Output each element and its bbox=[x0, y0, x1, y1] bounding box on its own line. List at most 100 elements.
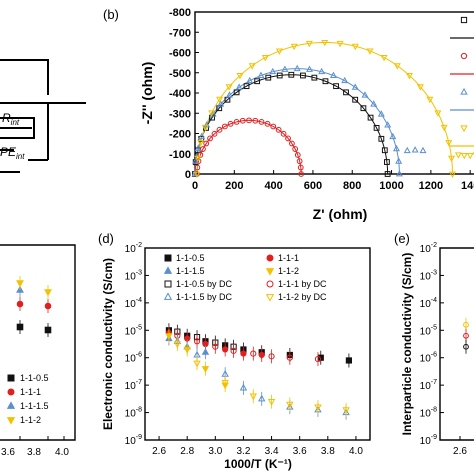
data-point bbox=[225, 91, 233, 98]
data-point bbox=[306, 65, 314, 72]
data-point bbox=[463, 343, 469, 350]
data-point bbox=[305, 40, 313, 48]
data-point bbox=[351, 43, 359, 51]
y-tick-label: -800 bbox=[169, 7, 191, 19]
data-point bbox=[239, 383, 248, 391]
data-point bbox=[286, 401, 294, 409]
x-tick-label: 3.6 bbox=[293, 446, 307, 457]
fit-arc bbox=[196, 119, 302, 174]
cpe-int-label: PEint bbox=[0, 145, 25, 161]
data-point bbox=[403, 146, 411, 154]
y-tick-label: 10-7 bbox=[125, 379, 142, 392]
legend-label: 1-1-2 bbox=[20, 415, 41, 425]
data-point bbox=[216, 126, 223, 133]
panel-d-x-label: 1000/T (K⁻¹) bbox=[224, 457, 292, 471]
data-point bbox=[250, 350, 257, 357]
x-tick-label: 0 bbox=[192, 180, 198, 192]
data-point bbox=[44, 326, 52, 334]
x-tick-label: 200 bbox=[225, 180, 243, 192]
legend-marker bbox=[460, 16, 468, 24]
legend-label: 1-1-1 bbox=[278, 253, 299, 263]
panel-b-y-ticks: -800 -700 -600 -500 -400 -300 -200 -100 0 bbox=[169, 7, 199, 181]
data-point bbox=[285, 135, 291, 142]
panel-d-legend: 1-1-0.5 1-1-1 1-1-1.5 1-1-2 1-1-0.5 by DC 1-1… bbox=[163, 253, 327, 302]
data-point bbox=[194, 164, 201, 171]
data-point bbox=[384, 159, 390, 165]
x-tick-label: 1200 bbox=[419, 180, 443, 192]
x-tick-label: 3.0 bbox=[208, 446, 222, 457]
legend-marker bbox=[164, 280, 172, 288]
r-int-label: Rint bbox=[2, 111, 20, 127]
data-point bbox=[233, 89, 240, 96]
data-point bbox=[275, 48, 283, 55]
data-point bbox=[193, 338, 201, 345]
data-point bbox=[233, 118, 240, 125]
x-tick-label: 600 bbox=[304, 180, 322, 192]
data-point bbox=[254, 78, 261, 85]
data-point bbox=[381, 147, 388, 154]
circuit-wire-top bbox=[0, 59, 49, 95]
data-point bbox=[370, 100, 378, 107]
panel-b-x-ticks: 0 200 400 600 800 1000 1200 140 bbox=[192, 170, 474, 192]
fit-arc bbox=[196, 41, 453, 175]
panel-c-x-ticks: 3.6 3.8 4.0 bbox=[1, 436, 69, 458]
data-point bbox=[434, 110, 442, 117]
data-point bbox=[314, 355, 322, 363]
panel-e-interparticle-conductivity: (e) 10-9 10-8 10-7 10-6 10-5 10-4 10-3 10-2 2.6… bbox=[394, 231, 474, 457]
panel-d-x-ticks: 2.6 2.8 3.0 3.2 3.4 3.6 3.8 4.0 bbox=[152, 436, 363, 457]
data-point bbox=[268, 353, 275, 360]
data-point bbox=[221, 379, 229, 387]
data-point bbox=[395, 157, 403, 164]
data-point bbox=[246, 76, 254, 84]
data-point bbox=[448, 155, 456, 163]
panel-c-axes-frame bbox=[0, 244, 76, 441]
y-tick-label: 10-6 bbox=[125, 352, 142, 365]
data-point bbox=[336, 40, 344, 48]
data-point bbox=[298, 171, 305, 177]
y-tick-label: 10-2 bbox=[420, 242, 437, 255]
data-point bbox=[286, 354, 293, 361]
data-point bbox=[367, 114, 374, 121]
data-point bbox=[275, 126, 282, 133]
data-point bbox=[44, 302, 52, 310]
panel-b-fit-lines bbox=[194, 41, 453, 175]
data-point bbox=[261, 55, 269, 62]
data-point bbox=[454, 152, 462, 159]
data-point bbox=[466, 152, 474, 160]
y-tick-label: 10-9 bbox=[420, 434, 437, 447]
data-point bbox=[191, 170, 199, 177]
panel-e-axes-frame bbox=[439, 247, 474, 441]
legend-marker bbox=[460, 52, 468, 60]
data-point bbox=[201, 124, 209, 132]
data-point bbox=[165, 333, 173, 340]
data-point bbox=[265, 74, 272, 81]
legend-label: 1-1-0.5 bbox=[20, 373, 49, 383]
x-tick-label: 3.8 bbox=[27, 447, 41, 458]
data-point bbox=[264, 120, 271, 127]
x-tick-label: 140 bbox=[461, 180, 474, 192]
y-tick-label: -500 bbox=[169, 68, 191, 80]
data-point bbox=[240, 350, 247, 357]
x-tick-label: 3.2 bbox=[236, 446, 250, 457]
panel-c: 1-1-0.5 1-1-1 1-1-1.5 1-1-2 3.6 3.8 4.0 bbox=[0, 244, 76, 458]
legend-marker bbox=[164, 254, 172, 262]
data-point bbox=[269, 67, 277, 75]
data-point bbox=[289, 140, 295, 147]
panel-d-label: (d) bbox=[98, 231, 114, 246]
data-point bbox=[380, 55, 388, 62]
data-point bbox=[209, 110, 217, 117]
legend-label: 1-1-1.5 bbox=[20, 401, 49, 411]
data-point bbox=[392, 144, 400, 152]
data-point bbox=[193, 171, 201, 178]
data-point bbox=[361, 91, 369, 98]
y-tick-label: 10-5 bbox=[420, 324, 437, 337]
data-point bbox=[395, 170, 403, 177]
data-point bbox=[207, 135, 213, 142]
data-point bbox=[236, 73, 244, 80]
data-point bbox=[203, 140, 210, 147]
data-point bbox=[288, 71, 295, 78]
data-point bbox=[225, 84, 233, 91]
panel-d-data-points bbox=[165, 323, 353, 420]
x-tick-label: 4.0 bbox=[349, 446, 363, 457]
data-point bbox=[292, 146, 299, 152]
